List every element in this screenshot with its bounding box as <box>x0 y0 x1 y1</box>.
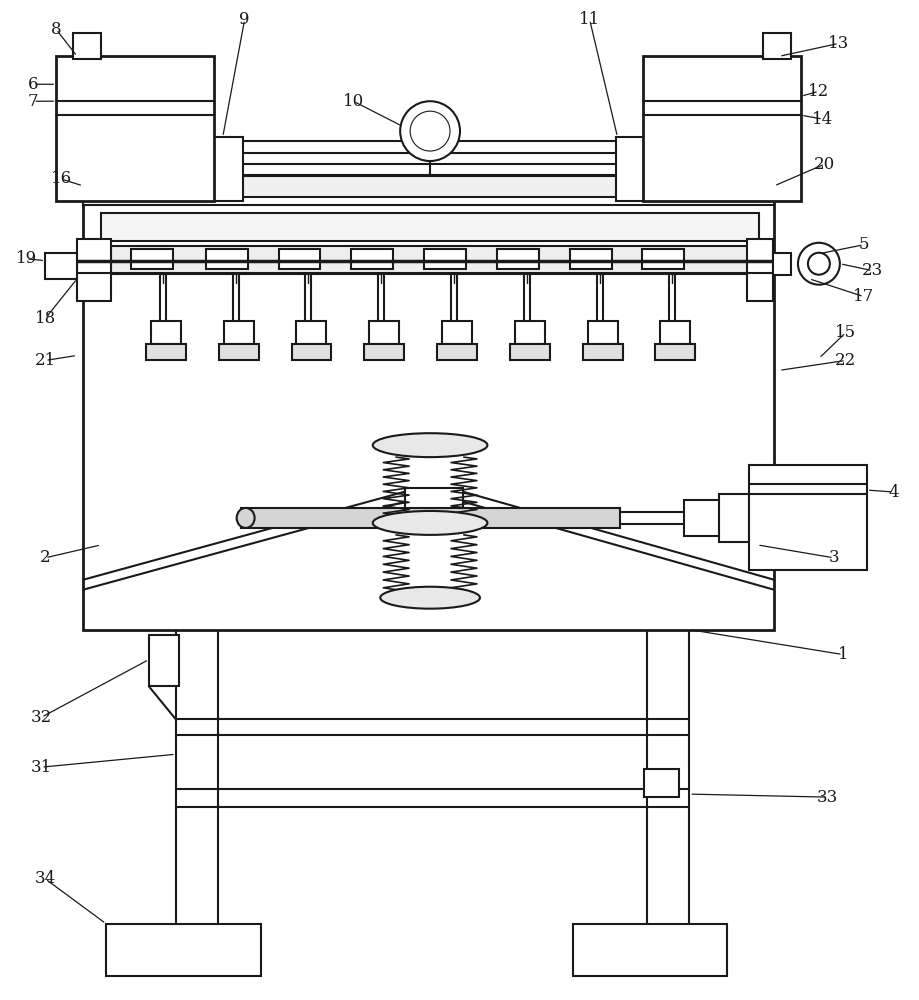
Bar <box>149 635 179 686</box>
Circle shape <box>410 111 450 151</box>
Bar <box>206 249 247 269</box>
Text: 18: 18 <box>35 310 56 327</box>
Ellipse shape <box>380 587 480 609</box>
Bar <box>763 33 791 59</box>
Text: 3: 3 <box>829 549 839 566</box>
Ellipse shape <box>373 433 487 457</box>
Bar <box>685 500 722 536</box>
Bar <box>515 321 545 344</box>
Text: 32: 32 <box>30 709 51 726</box>
Bar <box>583 344 622 360</box>
Bar <box>573 924 727 976</box>
Circle shape <box>400 101 460 161</box>
Bar <box>442 321 472 344</box>
Text: 13: 13 <box>828 35 849 52</box>
Bar <box>749 465 867 570</box>
Text: 6: 6 <box>28 76 39 93</box>
Text: 20: 20 <box>814 156 835 173</box>
Circle shape <box>808 253 830 275</box>
Bar <box>278 249 321 269</box>
Bar <box>587 321 618 344</box>
Text: 7: 7 <box>28 93 39 110</box>
Text: 10: 10 <box>343 93 364 110</box>
Text: 4: 4 <box>889 484 899 501</box>
Bar <box>223 321 254 344</box>
Bar <box>647 620 689 939</box>
Ellipse shape <box>373 511 487 535</box>
Bar <box>644 769 679 797</box>
Bar <box>200 137 243 201</box>
Bar <box>241 508 619 528</box>
Bar <box>56 56 214 201</box>
Bar <box>643 56 801 201</box>
Text: 8: 8 <box>51 21 62 38</box>
Text: 21: 21 <box>35 352 56 369</box>
Bar <box>720 494 749 542</box>
Text: 19: 19 <box>16 250 37 267</box>
Bar <box>219 344 258 360</box>
Text: 33: 33 <box>816 789 837 806</box>
Text: 17: 17 <box>853 288 874 305</box>
Text: 34: 34 <box>35 870 56 887</box>
Bar <box>74 33 101 59</box>
Bar <box>146 344 186 360</box>
Bar <box>773 253 791 275</box>
Bar <box>83 197 774 205</box>
Text: 15: 15 <box>835 324 857 341</box>
Text: 11: 11 <box>579 11 600 28</box>
Bar <box>83 201 774 630</box>
Bar <box>437 344 477 360</box>
Bar <box>405 488 463 530</box>
Bar <box>364 344 404 360</box>
Bar <box>497 249 539 269</box>
Text: 16: 16 <box>51 170 72 187</box>
Bar <box>747 239 773 301</box>
Bar <box>570 249 611 269</box>
Text: 1: 1 <box>837 646 848 663</box>
Bar <box>510 344 550 360</box>
Bar <box>369 321 399 344</box>
Bar <box>424 249 466 269</box>
Bar <box>111 246 749 274</box>
Text: 31: 31 <box>30 759 51 776</box>
Text: 5: 5 <box>858 236 869 253</box>
Text: 2: 2 <box>40 549 51 566</box>
Bar <box>297 321 326 344</box>
Bar <box>151 321 181 344</box>
Bar <box>131 249 173 269</box>
Bar <box>616 137 657 201</box>
Bar <box>45 253 77 279</box>
Bar <box>176 620 218 939</box>
Bar <box>106 924 261 976</box>
Bar <box>351 249 393 269</box>
Bar <box>655 344 696 360</box>
Bar <box>77 239 111 301</box>
Bar <box>642 249 685 269</box>
Bar <box>101 213 759 241</box>
Bar <box>83 176 774 201</box>
Text: 12: 12 <box>809 83 830 100</box>
Text: 22: 22 <box>835 352 857 369</box>
Circle shape <box>798 243 840 285</box>
Bar <box>291 344 332 360</box>
Text: 23: 23 <box>862 262 883 279</box>
Text: 14: 14 <box>812 111 834 128</box>
Bar <box>661 321 690 344</box>
Text: 9: 9 <box>240 11 250 28</box>
Ellipse shape <box>237 508 255 528</box>
